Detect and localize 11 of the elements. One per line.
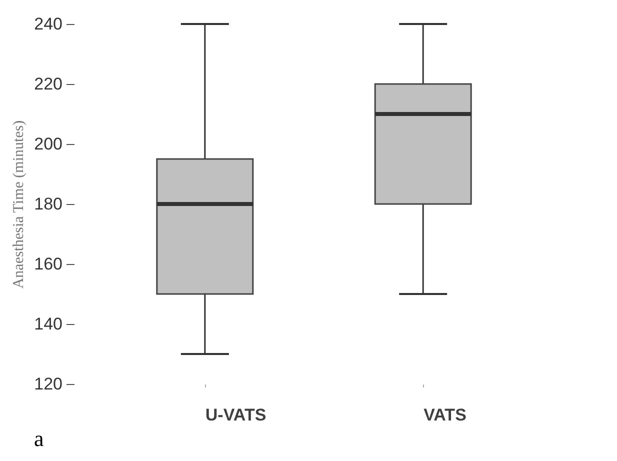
text: a — [34, 426, 44, 451]
y-tick-label: 140 — [34, 314, 62, 334]
y-tick-label: 240 — [34, 14, 62, 34]
y-tick-label: 220 — [34, 74, 62, 94]
y-tick-label: 180 — [34, 194, 62, 214]
y-tick-label: 160 — [34, 254, 62, 274]
x-tick-label: VATS — [424, 406, 466, 424]
y-axis-title: Anaesthesia Time (minutes) — [11, 120, 28, 289]
x-tick-label: U-VATS — [205, 406, 266, 424]
y-tick-label: 120 — [34, 374, 62, 394]
y-tick-label: 200 — [34, 134, 62, 154]
